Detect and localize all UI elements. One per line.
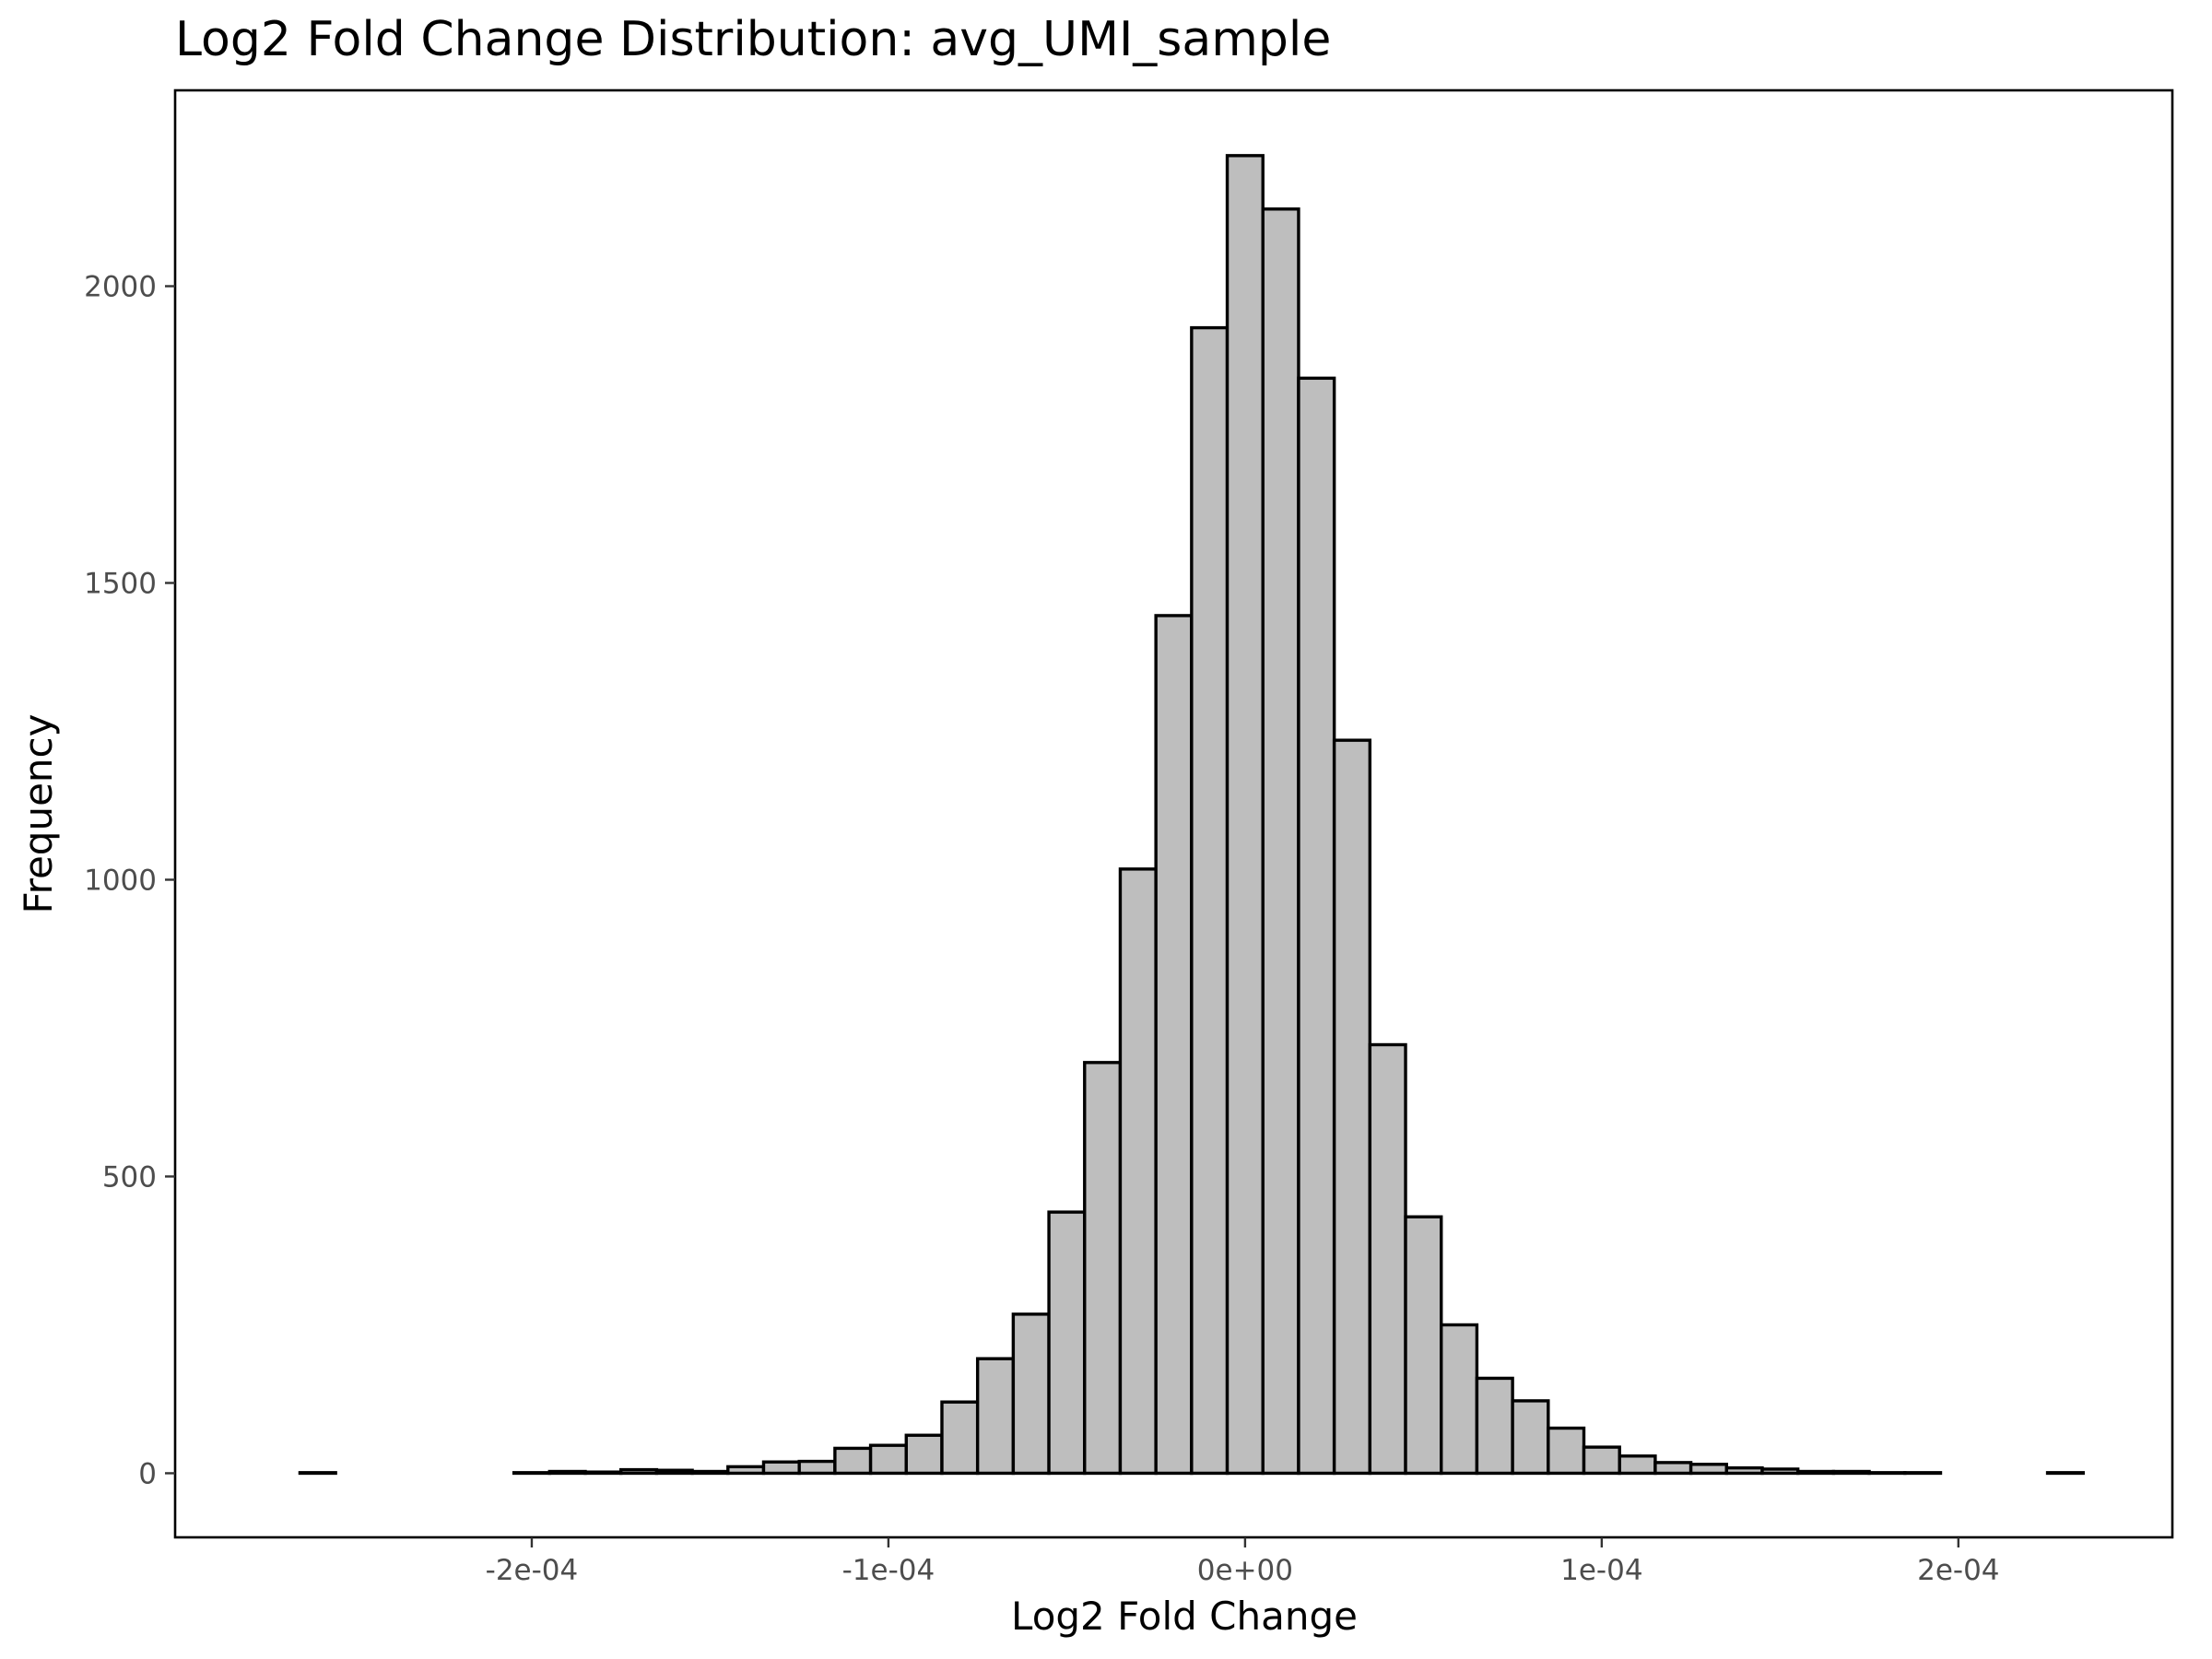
histogram-bar <box>2045 1471 2085 1476</box>
chart-title: Log2 Fold Change Distribution: avg_UMI_s… <box>175 12 1331 67</box>
x-tick-label: -1e-04 <box>842 1554 935 1587</box>
histogram-bar <box>975 1357 1016 1476</box>
x-tick-label: -2e-04 <box>486 1554 579 1587</box>
histogram-bar <box>1225 154 1265 1476</box>
histogram-bar <box>547 1469 587 1476</box>
histogram-bar <box>1154 614 1194 1476</box>
histogram-bar <box>1795 1469 1836 1476</box>
x-axis: -2e-04 -1e-04 0e+00 1e-04 2e-04 <box>486 1537 2000 1587</box>
histogram-bar <box>833 1446 873 1476</box>
histogram-bar <box>761 1460 801 1476</box>
histogram-bar <box>1475 1376 1514 1476</box>
y-axis-title: Frequency <box>16 714 61 914</box>
histogram-bar <box>1724 1465 1764 1476</box>
histogram-bar <box>1261 207 1300 1476</box>
histogram-bar <box>1582 1445 1621 1476</box>
histogram-bar <box>1404 1215 1443 1476</box>
histogram-bar <box>1618 1454 1657 1476</box>
histogram-bar <box>1332 738 1372 1476</box>
histogram-bar <box>583 1470 623 1476</box>
histogram-bar <box>868 1443 908 1476</box>
histogram-bar <box>512 1471 552 1476</box>
y-tick-label: 0 <box>138 1457 157 1490</box>
histogram-bar <box>1547 1426 1586 1476</box>
x-axis-title: Log2 Fold Change <box>1011 1594 1358 1639</box>
histogram-bar <box>1688 1463 1728 1476</box>
x-tick-label: 2e-04 <box>1917 1554 1999 1587</box>
histogram-bar <box>1867 1471 1907 1476</box>
histogram-bar <box>1760 1467 1800 1476</box>
x-tick-label: 1e-04 <box>1560 1554 1642 1587</box>
histogram-bar <box>298 1471 337 1476</box>
histogram-bar <box>1903 1471 1943 1476</box>
histogram-bar <box>1297 376 1336 1476</box>
histogram-bar <box>1190 325 1230 1476</box>
histogram-bar <box>1083 1061 1123 1476</box>
y-tick-label: 1500 <box>84 567 157 600</box>
x-tick-label: 0e+00 <box>1197 1554 1293 1587</box>
y-tick-label: 1000 <box>84 864 157 897</box>
histogram-bar <box>1511 1399 1550 1476</box>
histogram-bar <box>1831 1469 1871 1476</box>
y-tick-label: 2000 <box>84 271 157 304</box>
histogram-bar <box>1440 1323 1479 1476</box>
histogram-bar <box>797 1459 837 1476</box>
histogram-bars <box>298 154 2085 1476</box>
histogram-bar <box>619 1467 659 1476</box>
histogram-bar <box>654 1468 694 1476</box>
histogram-bar <box>690 1469 730 1476</box>
histogram-bar <box>1011 1312 1051 1476</box>
histogram-bar <box>940 1400 980 1476</box>
histogram-bar <box>1118 867 1158 1476</box>
histogram-bar <box>726 1465 766 1476</box>
y-tick-label: 500 <box>102 1160 157 1194</box>
histogram-bar <box>1368 1042 1407 1476</box>
histogram-bar <box>1047 1210 1087 1476</box>
y-axis: 0 500 1000 1500 2000 <box>84 271 175 1490</box>
histogram-bar <box>904 1433 944 1476</box>
histogram-bar <box>1653 1461 1693 1476</box>
